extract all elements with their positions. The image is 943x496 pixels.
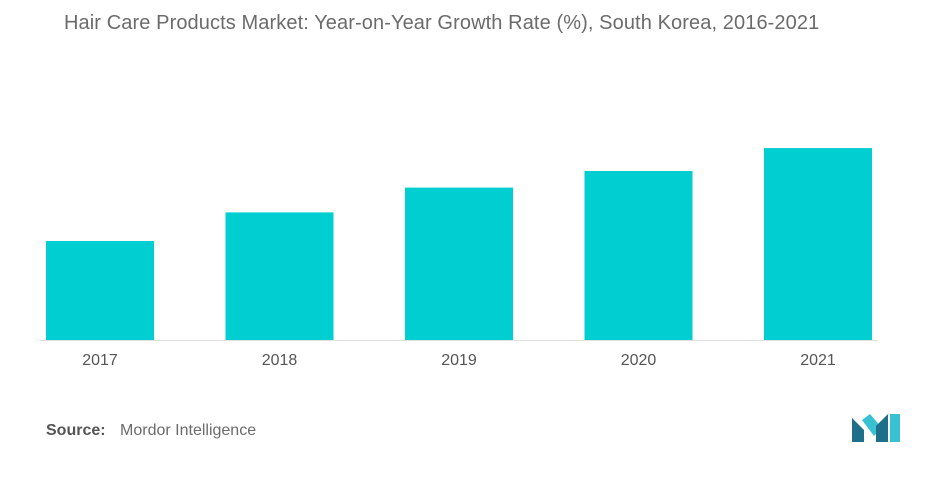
x-tick-label-2018: 2018 bbox=[262, 352, 298, 369]
bar-2019 bbox=[405, 187, 513, 340]
x-tick-labels: 2017 2018 2019 2020 2021 bbox=[82, 352, 836, 369]
x-tick-label-2017: 2017 bbox=[82, 352, 118, 369]
source-line: Source: Mordor Intelligence bbox=[46, 422, 256, 440]
x-tick-label-2021: 2021 bbox=[800, 352, 836, 369]
bar-2017 bbox=[46, 241, 154, 340]
bar-2021 bbox=[764, 148, 872, 340]
source-label: Source: bbox=[46, 422, 106, 439]
bar-chart: 2017 2018 2019 2020 2021 bbox=[40, 148, 878, 369]
bar-2020 bbox=[584, 171, 693, 340]
x-tick-label-2019: 2019 bbox=[441, 352, 477, 369]
bars-group bbox=[46, 148, 872, 340]
source-text: Mordor Intelligence bbox=[120, 422, 257, 439]
x-tick-label-2020: 2020 bbox=[621, 352, 657, 369]
chart-title: Hair Care Products Market: Year-on-Year … bbox=[64, 12, 820, 34]
bar-2018 bbox=[225, 212, 334, 340]
mordor-intelligence-logo-icon bbox=[852, 414, 900, 442]
